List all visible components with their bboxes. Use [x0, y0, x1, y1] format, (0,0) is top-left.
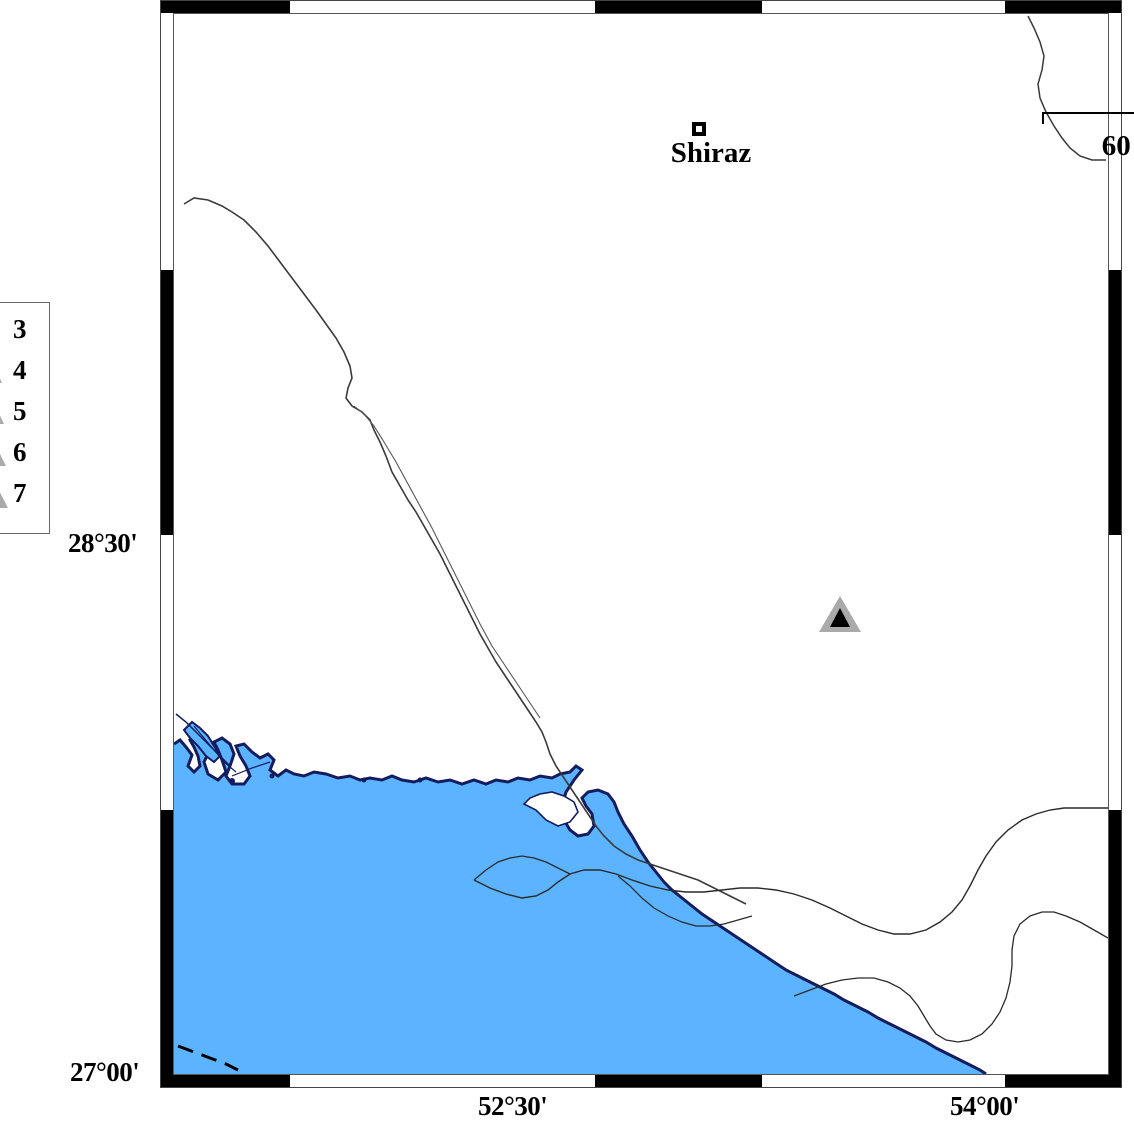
inland-boundary-south-branch [473, 855, 571, 881]
map-border-top [160, 0, 1122, 13]
coastal-thin-connector-a [193, 725, 237, 773]
map-plot-area[interactable] [173, 13, 1109, 1075]
border-tick-right-1 [1109, 270, 1122, 535]
small-island-dot-b [269, 773, 275, 779]
province-boundary-northwest [183, 197, 747, 905]
water-body-persian-gulf [174, 736, 986, 1074]
inland-boundary-central [473, 807, 1108, 935]
scale-bar: 60 km [1042, 112, 1134, 162]
legend-row-6: 6 [0, 432, 51, 473]
small-island-dot-c [361, 777, 367, 783]
legend-row-5: 5 [0, 391, 51, 432]
city-symbol-icon [692, 122, 706, 136]
border-tick-top-3 [1005, 0, 1122, 13]
border-tick-top-2 [595, 0, 762, 13]
scale-bar-tick-left [1042, 112, 1044, 124]
coastline-persian-gulf [174, 734, 987, 1074]
border-tick-left-4 [160, 1075, 173, 1088]
fault-trace-parallel [353, 405, 541, 719]
legend-row-7: 7 [0, 473, 51, 514]
epicenter-marker[interactable] [817, 594, 863, 634]
map-frame: Shiraz 60 km [160, 0, 1134, 1088]
legend-value-5: 5 [13, 396, 27, 426]
province-boundary-northeast [1027, 15, 1106, 161]
border-tick-bottom-2 [595, 1075, 762, 1088]
legend-value-3: 3 [13, 314, 27, 344]
small-island-dot-a [229, 778, 235, 784]
longitude-label-52-30: 52°30' [478, 1091, 548, 1121]
city-label: Shiraz [670, 137, 752, 169]
scale-bar-line [1042, 112, 1134, 114]
legend-triangle-icon-7 [0, 492, 8, 508]
legend-triangle-icon-6 [0, 454, 6, 466]
legend-row-3: 3 [0, 309, 51, 350]
latitude-label-28-30: 28°30' [68, 528, 138, 558]
border-tick-bottom-1 [173, 1075, 290, 1088]
latitude-label-27-00: 27°00' [70, 1057, 140, 1087]
map-border-left [160, 0, 173, 1088]
coastal-bay-inlet [522, 791, 579, 827]
border-tick-right-2 [1109, 810, 1122, 1075]
border-tick-left-2 [160, 810, 173, 1075]
inland-boundary-lower-arc [793, 911, 1108, 1043]
city-marker-shiraz[interactable]: Shiraz [658, 122, 758, 176]
maritime-boundary-dashed [177, 1044, 239, 1072]
scale-bar-label: 60 km [1101, 130, 1134, 162]
border-tick-right-4 [1109, 1075, 1122, 1088]
border-tick-right-3 [1109, 0, 1122, 13]
map-border-bottom [160, 1075, 1122, 1088]
border-tick-top-1 [173, 0, 290, 13]
magnitude-legend: 3 4 5 6 7 [0, 302, 50, 534]
border-tick-left-3 [160, 0, 173, 13]
legend-row-4: 4 [0, 350, 51, 391]
border-tick-left-1 [160, 270, 173, 535]
longitude-label-54-00: 54°00' [950, 1091, 1020, 1121]
legend-value-7: 7 [13, 478, 27, 508]
legend-triangle-icon-5 [0, 415, 4, 424]
coastal-inlet-detail [175, 713, 231, 767]
map-geography-svg [174, 15, 1108, 1074]
map-border-right [1109, 0, 1122, 1088]
legend-value-4: 4 [13, 355, 27, 385]
coastal-thin-connector-b [231, 761, 271, 777]
border-tick-bottom-3 [1005, 1075, 1122, 1088]
legend-triangle-icon-4 [0, 378, 2, 383]
legend-value-6: 6 [13, 437, 27, 467]
epicenter-triangle-icon [819, 596, 861, 632]
small-island-dot-d [417, 777, 423, 783]
inland-boundary-southeast-spur [617, 875, 753, 927]
legend-triangle-icon-3 [0, 312, 9, 346]
